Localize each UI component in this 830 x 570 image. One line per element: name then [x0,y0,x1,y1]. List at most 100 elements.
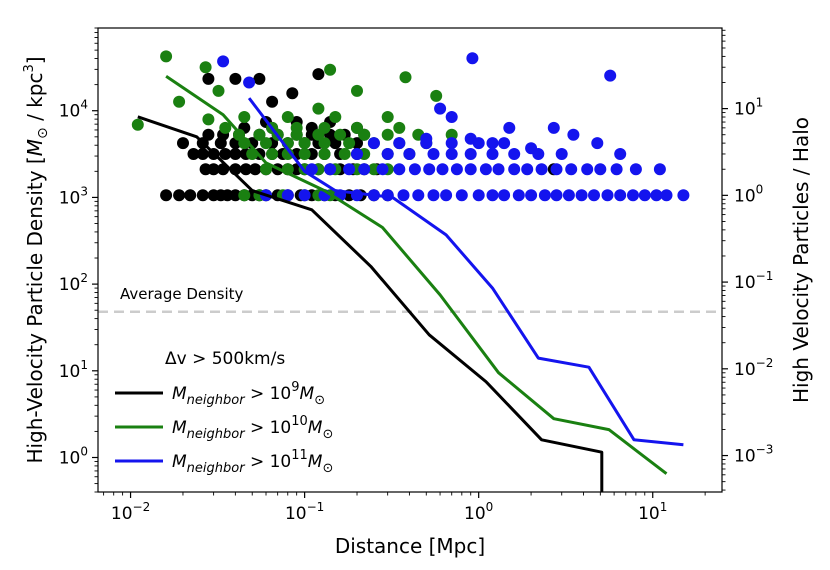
scatter-point-s1 [160,50,173,63]
scatter-point-s2 [575,189,588,202]
scatter-point-s0 [266,95,279,108]
scatter-point-s1 [312,102,325,115]
y-left-tick-label: 101 [59,358,88,382]
scatter-point-s2 [591,137,604,150]
scatter-point-s1 [324,63,337,76]
scatter-point-s2 [629,163,642,176]
scatter-point-s2 [412,189,425,202]
scatter-point-s1 [318,121,331,134]
scatter-point-s1 [281,111,294,123]
scatter-point-s2 [486,148,499,160]
scatter-point-s1 [381,128,394,141]
scatter-point-s2 [555,148,568,160]
scatter-point-s2 [486,189,499,202]
series-line-s2 [247,97,684,447]
series-line-s0 [137,115,604,492]
scatter-point-s0 [286,87,299,100]
scatter-point-s2 [653,163,666,176]
scatter-point-s2 [381,148,394,160]
scatter-point-s1 [318,148,331,160]
scatter-point-s2 [427,148,440,160]
scatter-point-s2 [550,163,563,176]
scatter-point-s2 [281,189,294,202]
scatter-points [131,50,690,202]
average-density-label: Average Density [120,285,244,303]
scatter-point-s0 [160,189,173,202]
scatter-point-s2 [650,189,663,202]
y-right-tick-label: 10−3 [734,443,773,467]
scatter-point-s0 [173,189,186,202]
scatter-point-s2 [498,137,511,150]
scatter-point-s2 [397,189,410,202]
y-axis-left-label: High-Velocity Particle Density [M⊙ / kpc… [22,56,51,463]
scatter-point-s2 [503,121,516,134]
scatter-point-s1 [260,163,272,176]
scatter-point-s2 [550,189,563,202]
x-tick-label: 10−2 [111,500,150,524]
scatter-point-s2 [638,189,651,202]
scatter-point-s0 [229,189,242,202]
scatter-point-s2 [565,163,578,176]
scatter-point-s0 [196,148,209,160]
scatter-point-s2 [486,137,499,150]
y-left-tick-label: 103 [59,184,88,208]
series-line-s1 [165,74,668,475]
scatter-point-s2 [677,189,690,202]
scatter-point-s2 [610,163,623,176]
scatter-point-s2 [498,189,511,202]
scatter-point-s2 [594,163,607,176]
scatter-point-s2 [601,189,614,202]
scatter-point-s2 [450,163,463,176]
scatter-point-s2 [455,189,468,202]
x-axis-label: Distance [Mpc] [335,534,485,558]
scatter-point-s2 [436,163,449,176]
scatter-point-s1 [238,111,251,123]
scatter-point-s0 [184,189,197,202]
scatter-point-s0 [249,163,262,176]
scatter-point-s2 [547,121,560,134]
scatter-point-s1 [351,121,363,134]
y-left-tick-label: 104 [59,98,88,122]
scatter-point-s2 [581,163,594,176]
scatter-point-s2 [427,189,440,202]
scatter-point-s2 [324,163,337,176]
scatter-point-s1 [212,84,225,97]
scatter-point-s1 [343,137,356,150]
scatter-point-s1 [381,111,394,123]
plot-area [98,50,722,492]
scatter-point-s2 [440,189,453,202]
scatter-point-s2 [538,189,551,202]
scatter-point-s2 [376,163,389,176]
scatter-point-s2 [408,163,421,176]
scatter-point-s2 [420,137,433,150]
y-right-tick-label: 10−2 [734,356,773,380]
scatter-point-s2 [466,52,479,65]
scatter-point-s2 [358,163,371,176]
legend-label-1e10: Mneighbor > 1010M⊙ [172,414,333,442]
scatter-point-s2 [243,76,256,89]
legend-title: Δv > 500km/s [165,349,285,369]
scatter-point-s1 [290,121,303,134]
y-left-tick-label: 100 [59,445,88,469]
scatter-point-s0 [207,163,220,176]
scatter-point-s1 [338,148,351,160]
axis-ticks: 10−2 10−1 100 101 100 101 102 103 104 10−3 10−2 10−… [59,27,773,524]
scatter-point-s1 [367,163,380,176]
scatter-point-s1 [253,128,266,141]
scatter-point-s0 [239,163,252,176]
scatter-point-s2 [464,148,477,160]
x-tick-label: 101 [638,500,667,524]
scatter-point-s0 [202,72,215,85]
scatter-point-s1 [298,137,311,150]
scatter-point-s2 [298,189,311,202]
scatter-point-s2 [562,189,575,202]
scatter-point-s2 [614,148,627,160]
scatter-point-s2 [512,189,525,202]
y-right-tick-label: 101 [734,96,763,120]
series-lines [137,74,684,492]
y-right-tick-label: 10−1 [734,269,773,293]
legend-label-1e11: Mneighbor > 1011M⊙ [172,448,333,476]
scatter-point-s2 [217,55,230,68]
scatter-point-s0 [196,189,209,202]
scatter-point-s2 [588,189,600,202]
